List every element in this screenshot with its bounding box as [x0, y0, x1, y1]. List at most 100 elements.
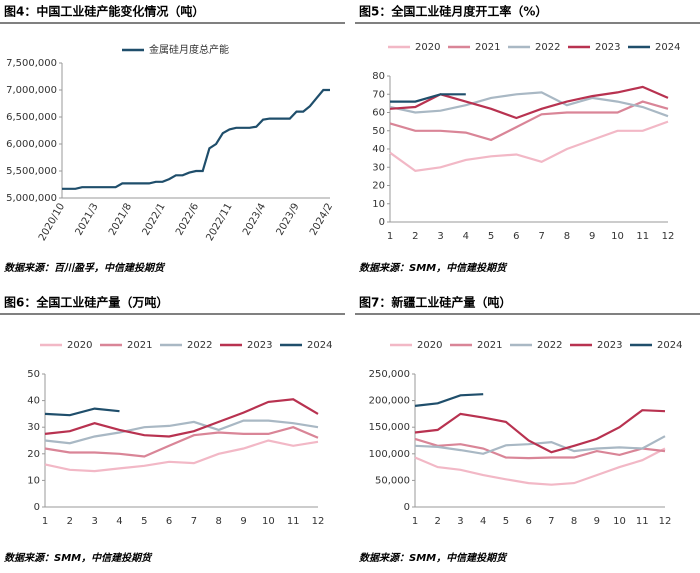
x-tick-label: 2022/11 — [204, 202, 234, 243]
legend-label: 2023 — [597, 340, 622, 351]
x-tick-label: 6 — [513, 231, 519, 242]
series-line — [389, 91, 669, 118]
series-line — [44, 419, 319, 445]
series-line — [389, 120, 669, 173]
y-tick-label: 5,500,000 — [6, 166, 57, 177]
legend-label: 2021 — [475, 42, 500, 53]
source-note: 数据来源：SMM，中信建投期货 — [4, 552, 153, 564]
legend-label: 2023 — [247, 340, 272, 351]
y-tick-label: 0 — [379, 217, 385, 228]
series-line — [390, 93, 466, 103]
x-tick-label: 5 — [488, 231, 494, 242]
x-tick-label: 12 — [662, 231, 675, 242]
y-tick-label: 6,000,000 — [6, 139, 57, 150]
y-tick-label: 0 — [34, 502, 40, 513]
legend-label: 2023 — [595, 42, 620, 53]
y-tick-label: 150,000 — [369, 422, 410, 433]
legend-label: 2022 — [537, 340, 562, 351]
legend-label: 2022 — [187, 340, 212, 351]
series-line — [414, 437, 666, 460]
x-tick-label: 6 — [166, 516, 172, 527]
y-tick-label: 50 — [27, 369, 40, 380]
x-tick-label: 3 — [437, 231, 443, 242]
x-tick-label: 2023/4 — [241, 202, 268, 238]
x-tick-label: 8 — [564, 231, 570, 242]
x-tick-label: 2 — [67, 516, 73, 527]
y-tick-label: 40 — [372, 144, 385, 155]
legend-label: 2020 — [417, 340, 442, 351]
legend-label: 2024 — [657, 340, 682, 351]
series-line — [414, 447, 666, 486]
x-tick-label: 10 — [262, 516, 275, 527]
chart-title: 图5：全国工业硅月度开工率（%） — [359, 4, 547, 19]
series-line — [414, 435, 666, 455]
y-tick-label: 250,000 — [369, 369, 410, 380]
x-tick-label: 1 — [42, 516, 48, 527]
y-tick-label: 20 — [27, 449, 40, 460]
source-note: 数据来源：SMM，中信建投期货 — [359, 552, 508, 564]
x-tick-label: 7 — [548, 516, 554, 527]
chart-title: 图7：新疆工业硅产量（吨） — [359, 295, 511, 310]
y-tick-label: 5,000,000 — [6, 193, 57, 204]
y-tick-label: 100,000 — [369, 449, 410, 460]
y-tick-label: 30 — [372, 162, 385, 173]
legend-label: 2021 — [477, 340, 502, 351]
x-tick-label: 2021/8 — [107, 202, 134, 238]
chart-title: 图6：全国工业硅产量（万吨） — [4, 295, 168, 310]
legend-label: 2022 — [535, 42, 560, 53]
x-tick-label: 9 — [589, 231, 595, 242]
chart-title: 图4：中国工业硅产能变化情况（吨） — [4, 4, 204, 19]
y-tick-label: 50,000 — [375, 475, 410, 486]
y-tick-label: 200,000 — [369, 396, 410, 407]
legend-label: 2020 — [67, 340, 92, 351]
series-line — [44, 439, 319, 473]
x-tick-label: 8 — [571, 516, 577, 527]
y-tick-label: 0 — [404, 502, 410, 513]
x-tick-label: 7 — [538, 231, 544, 242]
series-line — [44, 407, 120, 417]
y-tick-label: 60 — [372, 108, 385, 119]
x-tick-label: 2022/6 — [174, 202, 201, 238]
x-tick-label: 1 — [412, 516, 418, 527]
y-tick-label: 40 — [27, 396, 40, 407]
legend-label: 金属硅月度总产能 — [149, 43, 229, 56]
y-tick-label: 7,000,000 — [6, 85, 57, 96]
x-tick-label: 5 — [141, 516, 147, 527]
legend-label: 2021 — [127, 340, 152, 351]
x-tick-label: 8 — [216, 516, 222, 527]
x-tick-label: 3 — [91, 516, 97, 527]
y-tick-label: 70 — [372, 89, 385, 100]
x-tick-label: 10 — [613, 516, 626, 527]
x-tick-label: 12 — [312, 516, 325, 527]
x-tick-label: 7 — [191, 516, 197, 527]
x-tick-label: 2 — [412, 231, 418, 242]
series-line — [44, 398, 319, 438]
x-tick-label: 12 — [659, 516, 672, 527]
x-tick-label: 1 — [387, 231, 393, 242]
x-tick-label: 9 — [594, 516, 600, 527]
x-tick-label: 2020/10 — [37, 202, 67, 243]
x-tick-label: 10 — [611, 231, 624, 242]
x-tick-label: 5 — [503, 516, 509, 527]
series-line — [62, 88, 330, 190]
series-line — [44, 426, 319, 458]
legend-label: 2024 — [307, 340, 332, 351]
x-tick-label: 11 — [636, 231, 649, 242]
y-tick-label: 10 — [27, 475, 40, 486]
x-tick-label: 11 — [287, 516, 300, 527]
x-tick-label: 4 — [463, 231, 469, 242]
x-tick-label: 2021/3 — [74, 202, 101, 238]
x-tick-label: 4 — [116, 516, 122, 527]
x-tick-label: 6 — [525, 516, 531, 527]
source-note: 数据来源：SMM，中信建投期货 — [359, 262, 508, 274]
y-tick-label: 20 — [372, 181, 385, 192]
x-tick-label: 4 — [480, 516, 486, 527]
x-tick-label: 3 — [457, 516, 463, 527]
series-line — [414, 393, 484, 407]
legend-label: 2024 — [655, 42, 680, 53]
x-tick-label: 11 — [636, 516, 649, 527]
y-tick-label: 80 — [372, 71, 385, 82]
y-tick-label: 6,500,000 — [6, 112, 57, 123]
source-note: 数据来源：百川盈孚，中信建投期货 — [4, 262, 166, 274]
